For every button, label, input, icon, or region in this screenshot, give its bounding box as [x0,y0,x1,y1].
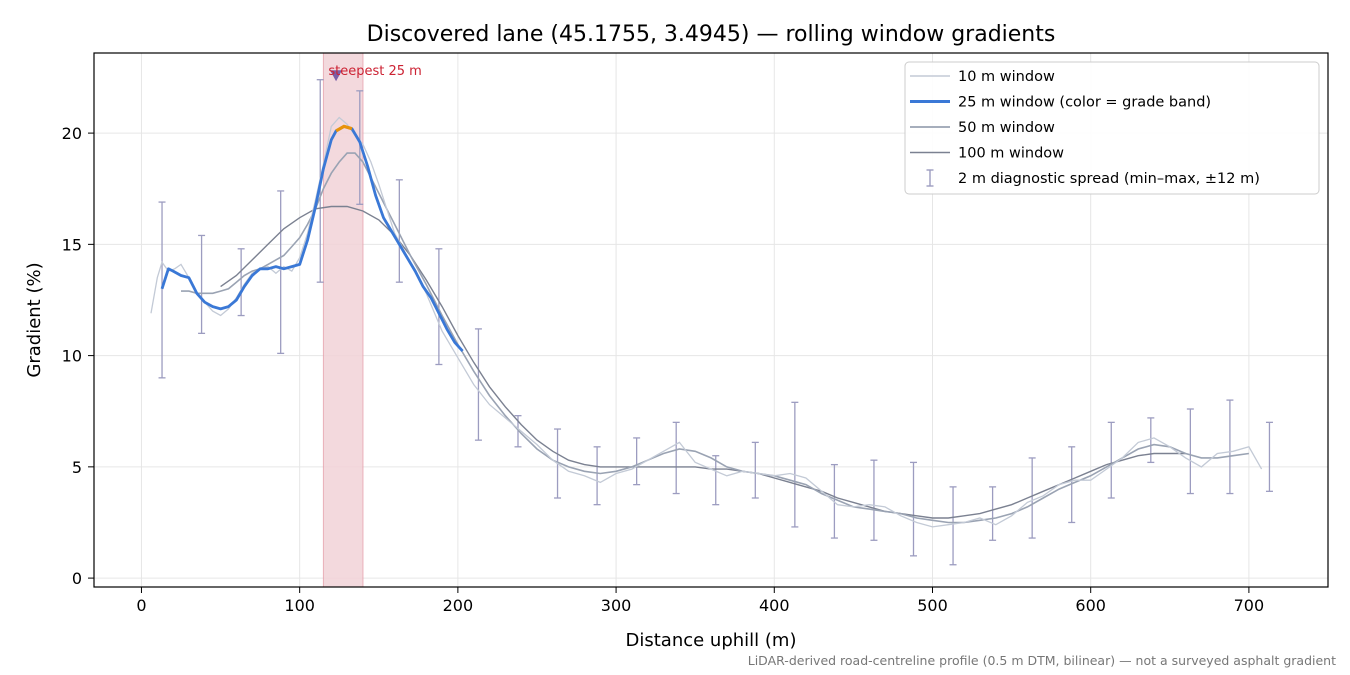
x-tick-label: 600 [1075,596,1106,615]
y-tick-label: 10 [62,347,82,366]
legend-label: 10 m window [958,69,1055,85]
x-tick-label: 300 [601,596,632,615]
y-tick-label: 5 [72,458,82,477]
y-axis-label: Gradient (%) [24,262,45,377]
x-tick-label: 700 [1234,596,1265,615]
y-tick-label: 0 [72,569,82,588]
legend-label: 2 m diagnostic spread (min–max, ±12 m) [958,171,1260,187]
chart-title: Discovered lane (45.1755, 3.4945) — roll… [367,22,1056,47]
series-25m-line [160,125,464,353]
y-tick-label: 20 [62,124,82,143]
footnote: LiDAR-derived road-centreline profile (0… [748,653,1336,668]
legend-label: 25 m window (color = grade band) [958,95,1211,111]
y-tick-label: 15 [62,235,82,254]
legend: 10 m window 25 m window (color = grade ba… [904,61,1320,195]
series-100m-line [220,205,1186,519]
legend-label: 50 m window [958,120,1055,136]
plot-frame [93,52,1329,588]
plot-series: steepest 25 m [150,64,1273,566]
x-tick-label: 400 [759,596,790,615]
x-tick-label: 0 [136,596,146,615]
x-axis-label: Distance uphill (m) [626,630,797,651]
steepest-label: steepest 25 m [328,64,421,79]
legend-label: 100 m window [958,146,1064,162]
x-tick-label: 100 [284,596,315,615]
x-tick-label: 500 [917,596,948,615]
axes: 0 100 200 300 400 500 600 700 0 5 10 15 20 [62,124,1265,615]
series-25m-high-band [335,124,353,133]
legend-box [904,61,1320,195]
x-tick-label: 200 [443,596,474,615]
series-50m-line [181,152,1250,524]
steepest-marker-icon [330,70,343,82]
